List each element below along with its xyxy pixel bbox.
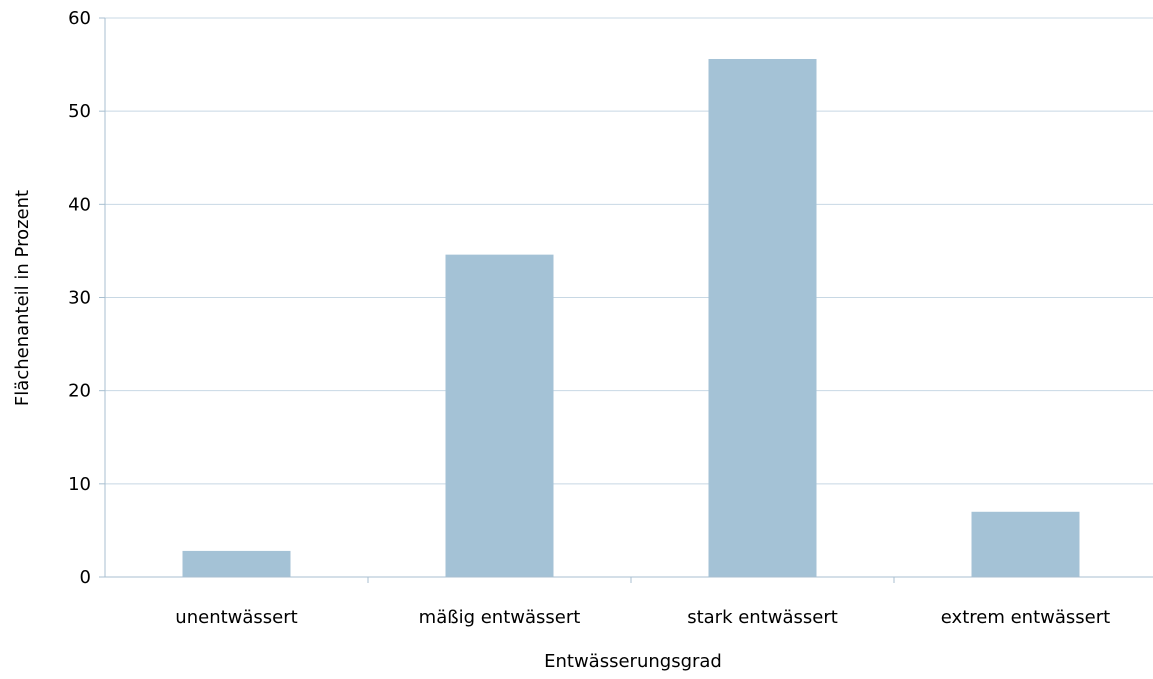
x-tick-label: mäßig entwässert: [419, 607, 581, 628]
x-tick-label: extrem entwässert: [941, 607, 1110, 628]
bar: [182, 550, 291, 577]
bar: [708, 58, 817, 577]
bar: [445, 254, 554, 578]
x-tick-label: unentwässert: [175, 607, 297, 628]
y-tick-label: 0: [80, 567, 91, 588]
y-tick-label: 10: [68, 474, 91, 495]
y-tick-label: 20: [68, 381, 91, 402]
tick-labels: 0 10 20 30 40 50 60 unentwässert mäßig entwässer…: [68, 8, 1110, 628]
y-tick-label: 50: [68, 101, 91, 122]
axes: [99, 17, 1153, 583]
bar: [971, 511, 1080, 577]
y-tick-label: 60: [68, 8, 91, 29]
y-tick-label: 30: [68, 288, 91, 309]
y-axis-title: Flächenanteil in Prozent: [12, 190, 33, 406]
gridlines: [105, 17, 1153, 485]
x-tick-label: stark entwässert: [687, 607, 838, 628]
y-tick-label: 40: [68, 194, 91, 215]
bars: [182, 58, 1080, 578]
x-axis-title: Entwässerungsgrad: [544, 651, 722, 672]
